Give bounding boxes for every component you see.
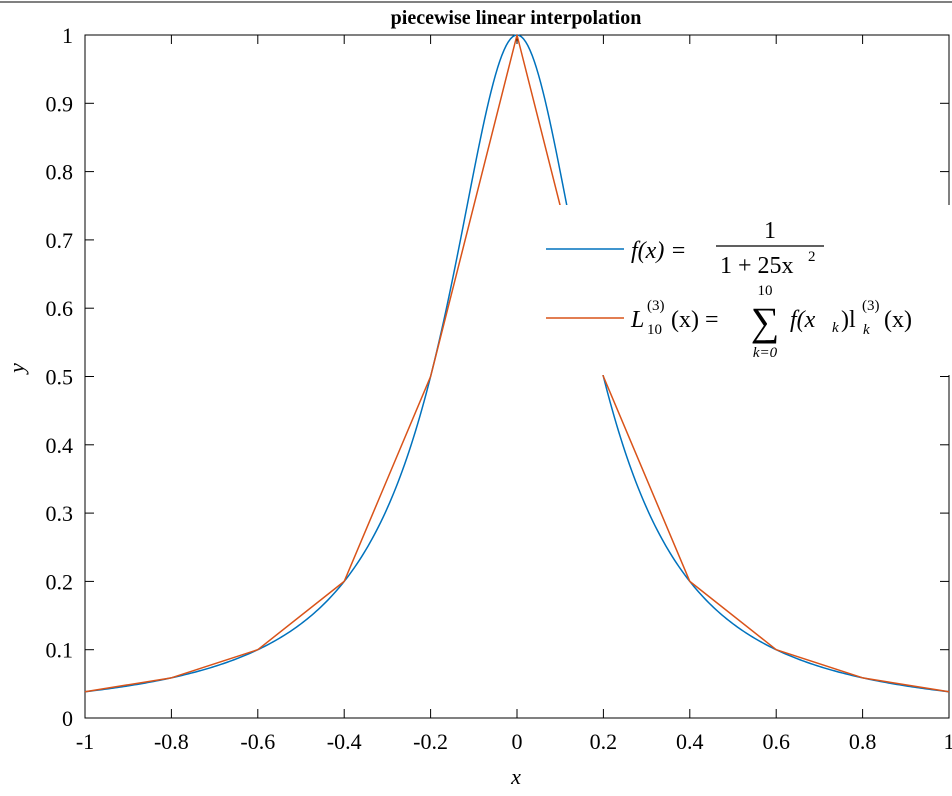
legend-f-denominator-exponent: 2 [808,249,816,265]
x-tick-label: 0 [512,729,523,754]
chart-title: piecewise linear interpolation [391,7,642,29]
x-tick-label: -0.6 [240,729,275,754]
legend-f-numerator: 1 [764,218,776,244]
y-tick-label: 0.6 [46,296,74,321]
legend-l-rhs-a: f(x [790,307,816,333]
x-tick-label: 0.2 [590,729,618,754]
y-axis-label: y [4,363,29,375]
y-tick-label: 0.2 [46,569,74,594]
legend-l-argument: (x) = [671,307,719,333]
legend-l-rhs-a-sub: k [832,320,839,336]
legend-l-rhs-c: (x) [884,307,912,333]
legend-l-rhs-b: )l [841,307,856,333]
legend-l-name: L [630,307,644,333]
x-tick-label: 0.8 [849,729,877,754]
x-tick-label: 0.4 [676,729,704,754]
legend-f-denominator: 1 + 25x [720,253,794,279]
legend-l-rhs-b-sup: (3) [862,298,880,314]
legend-f-lhs: f(x) = [631,238,687,264]
legend-sum-lower: k=0 [753,345,778,361]
x-axis-label: x [510,764,521,789]
y-tick-label: 0.1 [46,638,74,663]
x-tick-label: 1 [944,729,952,754]
x-tick-label: -0.4 [327,729,362,754]
y-tick-label: 0.7 [46,228,74,253]
legend-sum-symbol: ∑ [751,299,780,344]
y-tick-label: 0 [62,706,73,731]
x-tick-label: -0.2 [413,729,448,754]
y-tick-label: 0.5 [46,365,74,390]
y-tick-label: 0.9 [46,91,74,116]
y-tick-label: 0.8 [46,160,74,185]
legend-l-rhs-b-sub: k [863,322,870,338]
plot-area-border [85,35,949,718]
y-tick-label: 0.4 [46,433,74,458]
x-tick-label: 0.6 [762,729,790,754]
legend: f(x) = 1 1 + 25x 2 L (3) 10 (x) = 10 ∑ k… [536,205,952,375]
x-tick-label: -0.8 [154,729,189,754]
legend-l-superscript: (3) [647,298,665,314]
y-tick-label: 1 [62,23,73,48]
y-tick-label: 0.3 [46,501,74,526]
x-tick-label: -1 [76,729,94,754]
legend-l-subscript: 10 [647,322,662,338]
legend-background [536,205,952,375]
legend-sum-upper: 10 [758,283,773,299]
